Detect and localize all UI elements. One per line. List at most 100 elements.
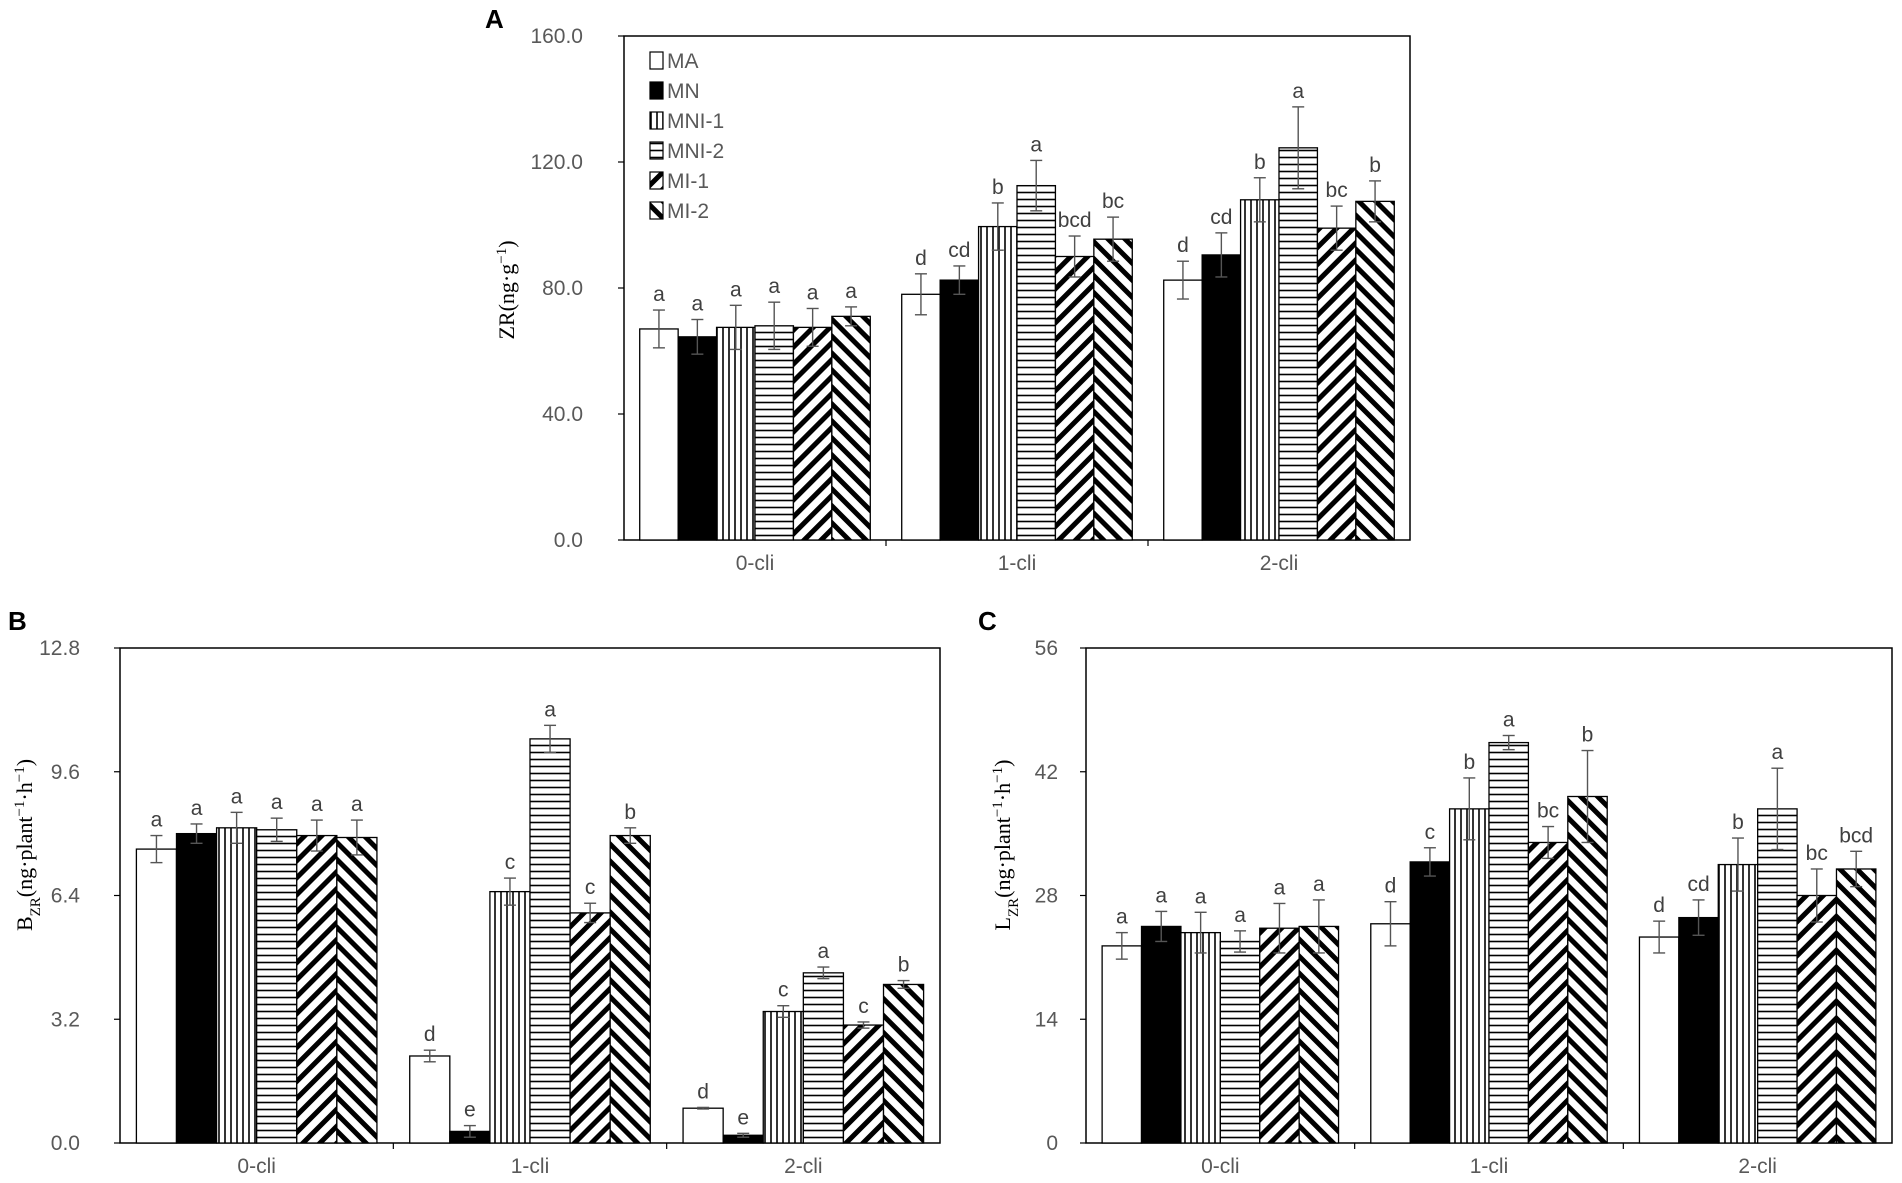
significance-letter-a: a (653, 283, 665, 306)
x-tick-label-a: 2-cli (1260, 552, 1299, 575)
bar-a-mi-1 (1316, 227, 1357, 541)
y-tick-label-a: 40.0 (542, 403, 583, 426)
bar-b-mi-2 (609, 834, 651, 1144)
bar-a-ma (639, 328, 679, 541)
bar-c-ma (1638, 936, 1680, 1144)
bar-a-mni-1 (1239, 199, 1280, 541)
legend-swatch-ma (649, 51, 664, 70)
ylabel-c-sub: ZR (1006, 898, 1022, 917)
bar-a-mni-1 (715, 326, 756, 541)
chart-panel-c: 0 14 28 42 56 0-cli 1-cli 2-cli a d d a c cd a b b a a a a bc… (1035, 637, 1893, 1178)
y-tick-label-c: 0 (1046, 1132, 1058, 1155)
bar-c-ma (1370, 923, 1411, 1144)
bar-c-mn (1409, 861, 1451, 1144)
bar-a-mi-1 (792, 326, 833, 541)
legend-swatch-mi-2 (649, 201, 664, 220)
bar-c-mni-2 (1219, 940, 1261, 1144)
ylabel-a: ZR(ng·g−1) (494, 240, 519, 339)
legend-swatch-mni-2 (649, 141, 664, 160)
panel-letter-b: B (8, 606, 27, 636)
y-tick-label-c: 28 (1035, 885, 1058, 908)
ylabel-a-tail: ) (494, 240, 519, 247)
y-tick-label-b: 9.6 (51, 761, 80, 784)
significance-letter-a: a (730, 278, 742, 301)
significance-letter-a: a (1292, 80, 1304, 103)
significance-letter-c: b (1732, 811, 1744, 834)
ylabel-c: LZR(ng·plant−1·h−1) (990, 760, 1022, 931)
ylabel-b-mid2: ·h (12, 782, 37, 800)
y-tick-label-c: 42 (1035, 761, 1058, 784)
ylabel-c-sup1: −1 (990, 801, 1006, 817)
bar-b-mni-2 (529, 738, 571, 1144)
bar-a-mni-2 (1278, 147, 1319, 541)
bar-b-ma (682, 1107, 724, 1144)
bar-a-mni-1 (977, 225, 1018, 541)
bar-c-mn (1678, 916, 1719, 1144)
legend-swatch-mi-1 (649, 171, 664, 190)
bar-a-mi-2 (831, 315, 871, 541)
bar-c-mni-2 (1488, 741, 1530, 1144)
significance-letter-c: bc (1537, 800, 1559, 823)
x-tick-label-a: 1-cli (998, 552, 1037, 575)
bar-b-mi-1 (569, 912, 611, 1144)
significance-letter-b: b (898, 954, 910, 977)
y-tick-label-b: 3.2 (51, 1008, 80, 1031)
bar-c-ma (1101, 945, 1143, 1144)
significance-letter-b: a (351, 793, 363, 816)
x-tick-label-b: 2-cli (784, 1155, 823, 1178)
chart-panel-a: 0.0 40.0 80.0 120.0 160.0 0-cli 1-cli 2-cli a d d a… (530, 25, 1411, 575)
significance-letter-b: d (424, 1023, 436, 1046)
significance-letter-b: e (464, 1099, 476, 1122)
bar-a-mn (677, 336, 718, 541)
significance-letter-a: d (915, 247, 927, 270)
bar-a-ma (1163, 279, 1203, 541)
significance-letter-c: a (1234, 904, 1246, 927)
chart-root: 0.0 40.0 80.0 120.0 160.0 0-cli 1-cli 2-cli a d d a… (39, 25, 1893, 1178)
y-tick-label-a: 120.0 (530, 151, 583, 174)
significance-letter-c: bc (1806, 842, 1828, 865)
legend-label-mni-1: MNI-1 (667, 110, 724, 133)
significance-letter-a: b (1369, 154, 1381, 177)
bar-c-mi-2 (1298, 925, 1340, 1144)
significance-letter-b: a (151, 809, 163, 832)
significance-letter-a: a (692, 293, 704, 316)
bar-b-mni-2 (802, 972, 845, 1144)
significance-letter-b: a (191, 797, 203, 820)
significance-letter-b: a (231, 785, 243, 808)
significance-letter-b: b (624, 801, 636, 824)
significance-letter-c: c (1425, 821, 1436, 844)
y-tick-label-c: 56 (1035, 637, 1058, 660)
bar-a-mni-2 (1016, 184, 1057, 541)
ylabel-c-mid2: ·h (990, 783, 1015, 801)
significance-letter-b: a (544, 698, 556, 721)
legend-label-mi-2: MI-2 (667, 200, 709, 223)
significance-letter-a: a (845, 280, 857, 303)
significance-letter-c: a (1195, 885, 1207, 908)
ylabel-b-sub: ZR (28, 897, 44, 916)
significance-letter-b: c (778, 979, 789, 1002)
bar-b-mni-1 (215, 827, 258, 1144)
significance-letter-c: d (1385, 875, 1397, 898)
significance-letter-a: b (1254, 151, 1266, 174)
bar-b-mni-1 (762, 1010, 804, 1144)
legend-label-ma: MA (667, 50, 699, 73)
legend-swatch-mn (649, 81, 664, 100)
significance-letter-a: bc (1326, 179, 1348, 202)
significance-letter-a: cd (1210, 206, 1232, 229)
bar-b-mni-2 (256, 829, 298, 1144)
bar-a-mn (939, 279, 980, 541)
y-tick-label-b: 12.8 (39, 637, 80, 660)
legend-label-mn: MN (667, 80, 700, 103)
x-tick-label-a: 0-cli (736, 552, 775, 575)
significance-letter-a: a (807, 281, 819, 304)
chart-panel-b: 0.0 3.2 6.4 9.6 12.8 0-cli 1-cli 2-cli a d d a e e a c c… (39, 637, 941, 1178)
bar-b-mn (175, 832, 218, 1144)
bar-b-mi-2 (882, 983, 925, 1144)
significance-letter-c: a (1116, 906, 1128, 929)
significance-letter-a: d (1177, 234, 1189, 257)
bar-c-mni-1 (1717, 863, 1759, 1144)
significance-letter-a: b (992, 176, 1004, 199)
significance-letter-c: cd (1687, 873, 1709, 896)
bar-b-mi-2 (336, 836, 378, 1144)
